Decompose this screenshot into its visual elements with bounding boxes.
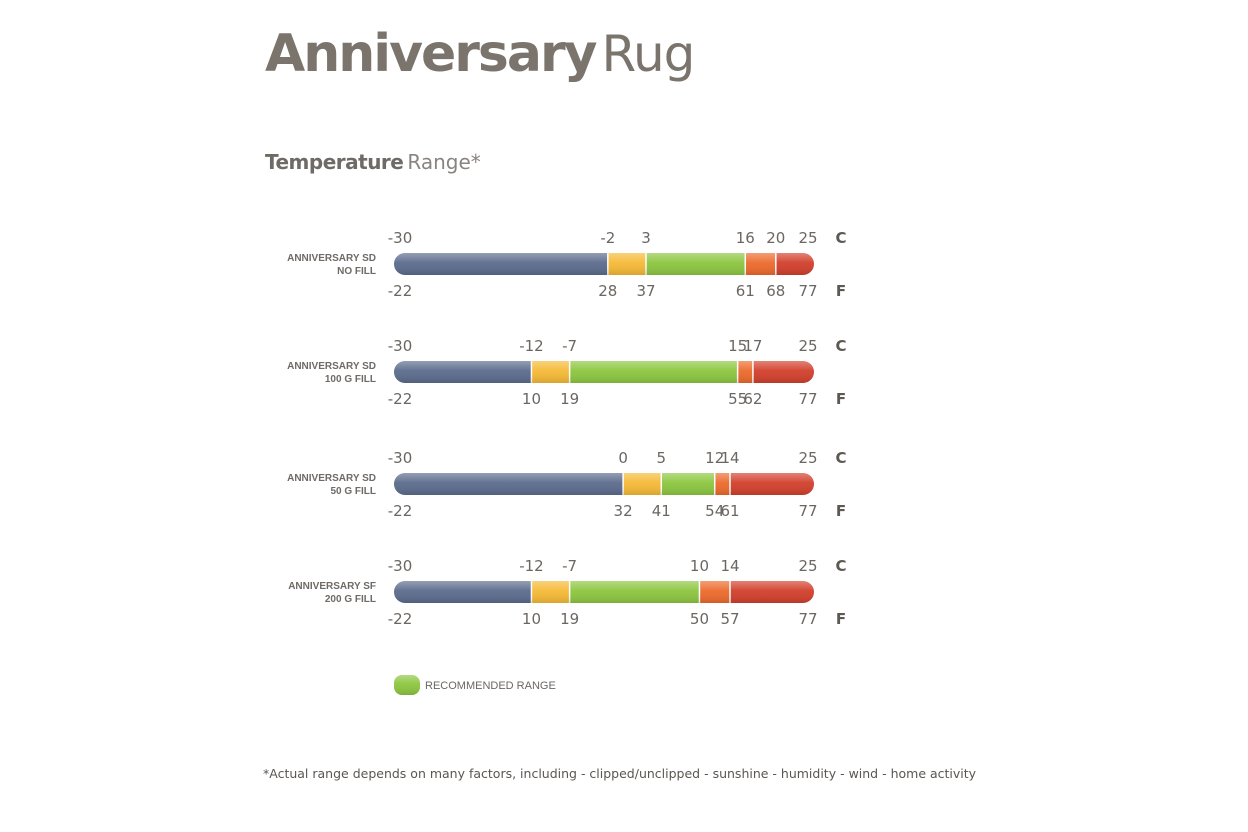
celsius-tick-label: 12: [705, 449, 724, 467]
unit-label-celsius: C: [835, 337, 846, 355]
celsius-tick-label: 15: [728, 337, 747, 355]
fahrenheit-tick-label: 77: [798, 282, 817, 300]
chart-row: ANNIVERSARY SF 200 G FILL -30 -12 -7 10 14 25 -2…: [288, 557, 846, 628]
chart-row: ANNIVERSARY SD NO FILL -30 -2 3 16 20 25 -22 28 37…: [287, 229, 846, 300]
bar-track: [394, 581, 814, 603]
fahrenheit-tick-label: -22: [388, 610, 413, 628]
fahrenheit-tick-label: 37: [636, 282, 655, 300]
celsius-tick-label: -30: [388, 229, 413, 247]
bar-track: [394, 253, 814, 275]
fahrenheit-tick-label: 57: [720, 610, 739, 628]
fahrenheit-tick-label: 32: [614, 502, 633, 520]
fahrenheit-tick-label: 50: [690, 610, 709, 628]
row-label-line2: NO FILL: [337, 266, 376, 277]
row-label-line2: 200 G FILL: [325, 594, 376, 605]
title-light: Rug: [601, 25, 696, 83]
bar-gloss: [394, 581, 814, 603]
fahrenheit-tick-label: 77: [798, 502, 817, 520]
row-label-line2: 100 G FILL: [325, 374, 376, 385]
celsius-tick-label: -7: [562, 557, 577, 575]
row-label-line2: 50 G FILL: [330, 486, 376, 497]
legend-label: RECOMMENDED RANGE: [425, 680, 556, 692]
celsius-tick-label: -2: [600, 229, 615, 247]
fahrenheit-tick-label: 41: [652, 502, 671, 520]
celsius-tick-label: -12: [519, 557, 544, 575]
celsius-tick-label: 25: [798, 229, 817, 247]
unit-label-fahrenheit: F: [836, 610, 846, 628]
bar-gloss: [394, 253, 814, 275]
chart-subtitle: Temperature Range*: [265, 150, 481, 174]
celsius-tick-label: -30: [388, 337, 413, 355]
celsius-tick-label: 25: [798, 557, 817, 575]
celsius-tick-label: 20: [766, 229, 785, 247]
unit-label-celsius: C: [835, 557, 846, 575]
fahrenheit-tick-label: 77: [798, 610, 817, 628]
unit-label-fahrenheit: F: [836, 282, 846, 300]
bar-gloss: [394, 361, 814, 383]
legend-swatch-gloss: [394, 675, 420, 695]
celsius-tick-label: -7: [562, 337, 577, 355]
celsius-tick-label: 25: [798, 449, 817, 467]
celsius-tick-label: -30: [388, 449, 413, 467]
unit-label-celsius: C: [835, 449, 846, 467]
fahrenheit-tick-label: -22: [388, 502, 413, 520]
fahrenheit-tick-label: 61: [736, 282, 755, 300]
chart-legend: RECOMMENDED RANGE: [394, 675, 556, 695]
fahrenheit-tick-label: 19: [560, 610, 579, 628]
title-bold: Anniversary: [265, 24, 597, 84]
celsius-tick-label: 14: [720, 449, 739, 467]
celsius-tick-label: 5: [656, 449, 666, 467]
fahrenheit-tick-label: 62: [743, 390, 762, 408]
legend-swatch: [394, 675, 420, 695]
celsius-tick-label: 17: [743, 337, 762, 355]
fahrenheit-tick-label: 61: [720, 502, 739, 520]
celsius-tick-label: 0: [618, 449, 628, 467]
unit-label-celsius: C: [835, 229, 846, 247]
bar-track: [394, 473, 814, 495]
subtitle-light: Range*: [407, 150, 481, 174]
row-label-line1: ANNIVERSARY SD: [287, 473, 376, 484]
fahrenheit-tick-label: 10: [522, 610, 541, 628]
celsius-tick-label: 10: [690, 557, 709, 575]
fahrenheit-tick-label: 28: [598, 282, 617, 300]
celsius-tick-label: 14: [720, 557, 739, 575]
celsius-tick-label: 3: [641, 229, 651, 247]
fahrenheit-tick-label: -22: [388, 282, 413, 300]
subtitle-bold: Temperature: [265, 150, 404, 174]
celsius-tick-label: -30: [388, 557, 413, 575]
fahrenheit-tick-label: 68: [766, 282, 785, 300]
fahrenheit-tick-label: 10: [522, 390, 541, 408]
footnote: *Actual range depends on many factors, i…: [263, 766, 977, 781]
fahrenheit-tick-label: 55: [728, 390, 747, 408]
bar-gloss: [394, 473, 814, 495]
unit-label-fahrenheit: F: [836, 390, 846, 408]
celsius-tick-label: 16: [736, 229, 755, 247]
fahrenheit-tick-label: 19: [560, 390, 579, 408]
unit-label-fahrenheit: F: [836, 502, 846, 520]
row-label-line1: ANNIVERSARY SF: [288, 581, 376, 592]
fahrenheit-tick-label: -22: [388, 390, 413, 408]
fahrenheit-tick-label: 77: [798, 390, 817, 408]
row-label-line1: ANNIVERSARY SD: [287, 253, 376, 264]
bar-track: [394, 361, 814, 383]
page-title: Anniversary Rug: [265, 25, 696, 83]
row-label-line1: ANNIVERSARY SD: [287, 361, 376, 372]
celsius-tick-label: 25: [798, 337, 817, 355]
fahrenheit-tick-label: 54: [705, 502, 724, 520]
celsius-tick-label: -12: [519, 337, 544, 355]
